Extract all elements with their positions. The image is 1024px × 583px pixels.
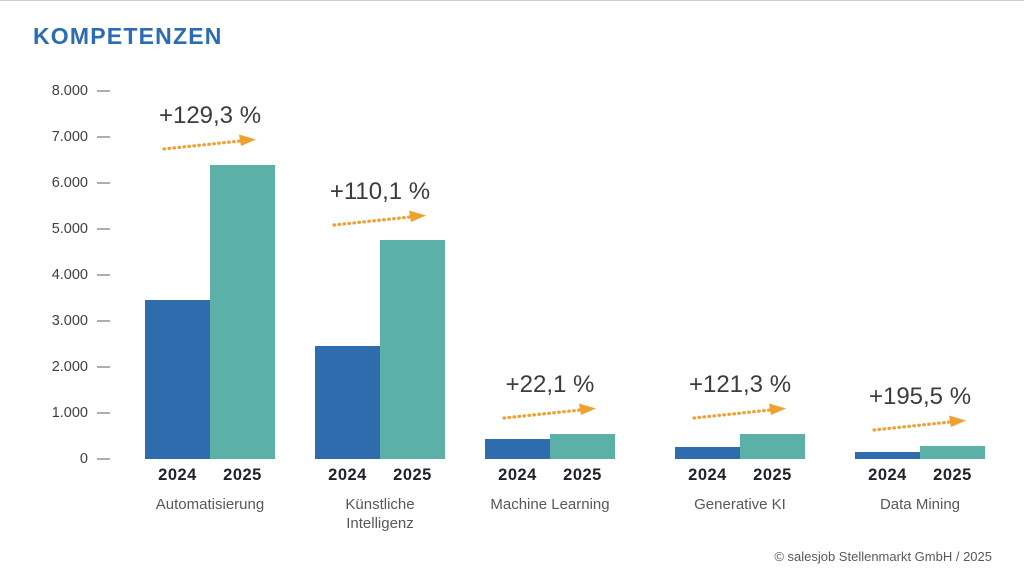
y-tick-label: 0 [79,451,88,467]
y-tick-dash [97,136,110,138]
y-axis-tick: 8.000 [24,82,110,100]
y-tick-label: 4.000 [51,267,88,283]
y-axis-tick: 1.000 [24,404,110,422]
y-tick-label: 5.000 [51,221,88,237]
growth-arrow-icon [870,415,970,435]
growth-annotation: +121,3 % [688,370,792,398]
year-label-2025: 2025 [563,466,602,484]
growth-arrow-icon [690,403,790,423]
category-label: Generative KI [694,496,786,513]
y-tick-label: 6.000 [51,175,88,191]
growth-annotation: +129,3 % [158,101,262,129]
bar-2024 [485,439,550,459]
y-axis-tick: 3.000 [24,312,110,330]
y-tick-dash [97,90,110,92]
bar-2025 [550,434,615,459]
page-title: KOMPETENZEN [33,23,223,49]
category-label: Machine Learning [490,496,610,513]
year-label-2025: 2025 [753,466,792,484]
bar-2025 [210,165,275,459]
y-tick-dash [97,458,110,460]
growth-arrow-icon [330,210,430,230]
y-tick-label: 3.000 [51,313,88,329]
category-label: Data Mining [879,496,961,513]
y-tick-label: 7.000 [51,129,88,145]
y-axis-tick: 6.000 [24,174,110,192]
year-label-2024: 2024 [498,466,537,484]
growth-arrow-icon [160,134,260,154]
year-label-2024: 2024 [868,466,907,484]
y-axis-tick: 4.000 [24,266,110,284]
growth-annotation: +195,5 % [868,383,972,411]
year-label-2025: 2025 [933,466,972,484]
y-tick-dash [97,320,110,322]
y-axis-tick: 5.000 [24,220,110,238]
y-axis-tick: 2.000 [24,358,110,376]
year-label-2025: 2025 [223,466,262,484]
y-tick-label: 1.000 [51,405,88,421]
y-tick-dash [97,366,110,368]
y-tick-dash [97,274,110,276]
bar-2024 [675,447,740,459]
growth-annotation: +22,1 % [505,370,595,398]
growth-annotation: +110,1 % [329,177,431,205]
bar-2025 [740,434,805,459]
bar-2024 [145,300,210,459]
y-tick-label: 8.000 [51,83,88,99]
year-label-2024: 2024 [328,466,367,484]
year-label-2024: 2024 [158,466,197,484]
bar-2025 [920,446,985,459]
y-tick-dash [97,412,110,414]
copyright-text: © salesjob Stellenmarkt GmbH / 2025 [774,549,992,564]
bar-2025 [380,240,445,459]
bar-2024 [315,346,380,459]
category-label: Automatisierung [155,496,265,513]
y-tick-dash [97,228,110,230]
y-tick-dash [97,182,110,184]
y-axis-tick: 0 [24,450,110,468]
growth-arrow-icon [500,403,600,423]
year-label-2025: 2025 [393,466,432,484]
bar-2024 [855,452,920,459]
y-tick-label: 2.000 [51,359,88,375]
category-label: Künstliche Intelligenz [345,496,415,532]
y-axis-tick: 7.000 [24,128,110,146]
year-label-2024: 2024 [688,466,727,484]
